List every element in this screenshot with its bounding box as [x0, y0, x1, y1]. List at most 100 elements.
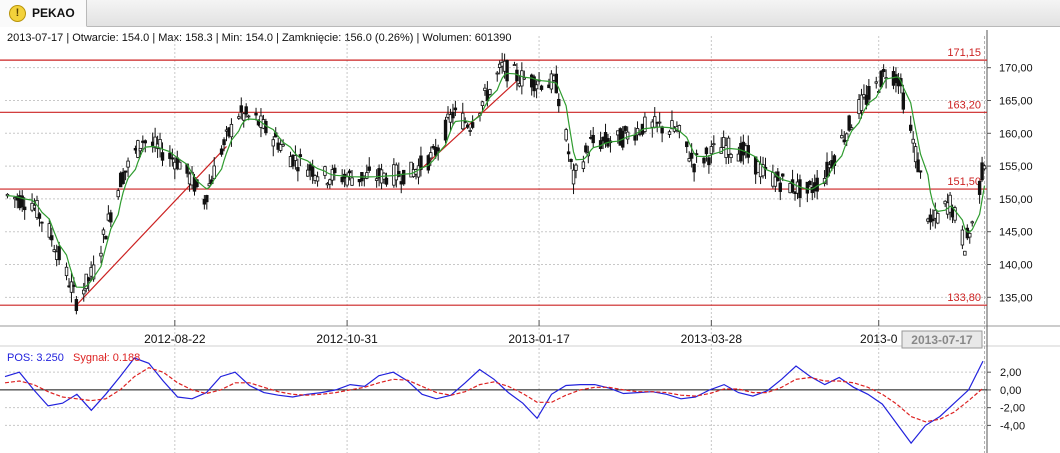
candles-group — [5, 52, 987, 315]
candle-body — [707, 157, 711, 166]
osc-y-tick-label: -2,00 — [1000, 403, 1025, 415]
candle-body — [104, 235, 108, 240]
candle-body — [271, 139, 275, 147]
candle-body — [168, 152, 172, 159]
candle-body — [116, 190, 120, 198]
candle-body — [968, 233, 972, 238]
candle-body — [222, 139, 226, 146]
candle-body — [591, 134, 595, 144]
candle-body — [333, 167, 337, 174]
candle-body — [909, 124, 913, 131]
osc-legend-item: Sygnał: 0.188 — [73, 352, 140, 364]
candle-body — [483, 87, 487, 91]
candle-body — [101, 229, 106, 235]
candle-body — [623, 126, 627, 131]
candle-body — [808, 181, 812, 186]
candle-body — [726, 137, 731, 155]
candle-body — [242, 113, 246, 121]
candle-body — [212, 165, 216, 180]
tab-pekao[interactable]: ! PEKAO — [0, 0, 87, 27]
candle-body — [980, 162, 984, 181]
y-tick-label: 160,00 — [999, 128, 1033, 140]
candle-body — [345, 176, 349, 186]
y-tick-label: 165,00 — [999, 95, 1033, 107]
warning-icon: ! — [9, 5, 26, 22]
candle-body — [832, 155, 837, 167]
candle-body — [35, 200, 39, 218]
candle-body — [687, 158, 691, 162]
x-tick-label: 2013-01-17 — [508, 332, 570, 346]
candle-body — [298, 154, 303, 158]
candle-body — [416, 165, 421, 178]
osc-series-sygnał — [4, 367, 984, 423]
candle-body — [936, 213, 940, 224]
candle-body — [532, 76, 536, 92]
candle-body — [64, 266, 69, 277]
candle-body — [953, 207, 957, 221]
candle-body — [657, 121, 662, 124]
candle-body — [69, 281, 74, 293]
candle-body — [20, 195, 24, 208]
candle-body — [709, 146, 714, 155]
candle-body — [296, 167, 300, 172]
level-label: 133,80 — [947, 292, 981, 304]
candle-body — [52, 249, 56, 252]
candle-body — [123, 170, 128, 173]
candle-body — [874, 81, 878, 84]
candle-body — [704, 147, 709, 155]
candle-body — [564, 129, 568, 141]
candle-body — [761, 164, 765, 177]
level-label: 171,15 — [947, 47, 981, 59]
candle-body — [278, 144, 283, 151]
candle-body — [566, 151, 571, 155]
candle-body — [365, 172, 369, 179]
candle-body — [138, 147, 143, 152]
candle-body — [315, 176, 320, 182]
candle-body — [729, 154, 733, 159]
candle-body — [574, 164, 578, 171]
candle-body — [328, 179, 332, 185]
tab-label: PEKAO — [32, 6, 75, 20]
candle-body — [468, 130, 472, 132]
candle-body — [178, 161, 182, 170]
candle-body — [126, 160, 130, 168]
candle-body — [246, 115, 251, 118]
candle-body — [306, 169, 310, 177]
candle-body — [539, 85, 544, 90]
trendline — [75, 146, 227, 306]
candle-body — [350, 177, 354, 186]
candle-body — [805, 181, 810, 194]
tab-bar: ! PEKAO — [0, 0, 1060, 27]
candle-body — [205, 195, 209, 203]
candle-body — [384, 177, 389, 185]
candle-body — [82, 289, 86, 295]
candle-body — [239, 105, 243, 113]
y-tick-label: 140,00 — [999, 260, 1033, 272]
candle-body — [374, 178, 379, 181]
candle-body — [847, 115, 851, 131]
candle-body — [57, 246, 61, 261]
candle-body — [281, 144, 285, 147]
candle-body — [448, 114, 453, 123]
candle-body — [74, 299, 79, 311]
candle-body — [229, 123, 234, 138]
candle-body — [867, 85, 871, 100]
candle-body — [849, 127, 854, 130]
candle-body — [143, 140, 147, 144]
candle-body — [340, 176, 344, 183]
candle-body — [928, 214, 933, 223]
candle-body — [84, 273, 88, 290]
level-label: 163,20 — [947, 99, 981, 111]
candle-body — [721, 137, 726, 148]
candle-body — [419, 155, 423, 170]
y-tick-label: 155,00 — [999, 161, 1033, 173]
candle-body — [960, 229, 965, 246]
candle-body — [160, 152, 165, 161]
candle-body — [667, 131, 672, 135]
candle-body — [293, 155, 298, 161]
moving-average-line — [7, 72, 986, 289]
candle-body — [397, 170, 401, 177]
candle-body — [310, 166, 315, 177]
candle-body — [625, 131, 630, 140]
